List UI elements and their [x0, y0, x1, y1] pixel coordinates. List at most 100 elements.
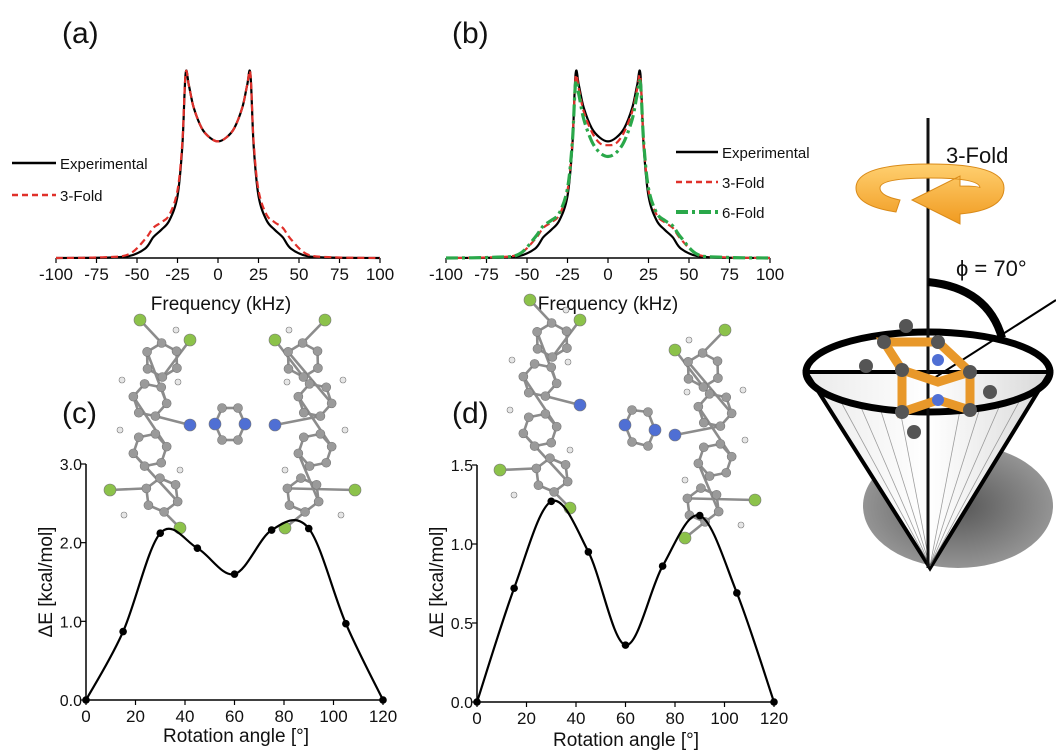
bond — [297, 452, 320, 503]
data-point — [230, 570, 239, 578]
x-tick-label: 100 — [756, 265, 784, 284]
atom-c — [551, 378, 562, 389]
atom-c — [529, 359, 540, 369]
x-tick-label: -75 — [474, 265, 499, 284]
atom-h — [172, 326, 180, 334]
atom-h — [118, 376, 126, 384]
data-point — [695, 511, 704, 520]
atom-c — [547, 352, 558, 362]
series-line-6-fold — [445, 79, 771, 260]
x-tick-label: 50 — [680, 265, 699, 284]
atom-c — [304, 461, 315, 471]
atom-c — [321, 457, 332, 468]
series-line-energy — [85, 519, 384, 701]
atom-c — [715, 421, 726, 431]
cone-hatching — [839, 399, 1021, 567]
data-point — [658, 562, 667, 570]
bond — [287, 351, 333, 405]
atom-n — [183, 418, 197, 432]
atom-c — [683, 357, 693, 367]
atom-h — [174, 378, 182, 386]
atom-c — [540, 409, 551, 419]
data-point — [547, 497, 556, 506]
atom-h — [564, 358, 572, 366]
atom-c — [711, 489, 722, 500]
atom-c — [627, 405, 637, 415]
atom-n — [268, 418, 282, 432]
atom-h — [283, 378, 291, 386]
x-tick-label: 25 — [249, 265, 268, 284]
y-tick-label: 1.0 — [451, 537, 473, 554]
atom-c — [293, 391, 304, 402]
series-line-3-fold — [55, 69, 381, 260]
atom-c — [549, 487, 559, 497]
panel-d-xlabel: Rotation angle [°] — [553, 730, 699, 750]
atom-c — [315, 411, 326, 421]
x-tick-label: -100 — [429, 265, 463, 284]
atom-n — [238, 417, 252, 431]
atom-c — [150, 429, 161, 439]
x-tick-label: 25 — [639, 265, 658, 284]
atom-c — [529, 441, 540, 451]
x-tick-label: 100 — [319, 707, 347, 726]
atom-c — [133, 407, 144, 418]
x-tick-label: 120 — [369, 707, 397, 726]
bond — [287, 487, 356, 492]
x-tick-label: -50 — [125, 265, 150, 284]
bond — [697, 462, 720, 513]
ring-atoms — [859, 319, 997, 439]
atom-c — [298, 372, 309, 382]
atom-c — [172, 363, 182, 373]
panel-b-plot: -100 -75 -50 -25 0 25 50 75 100 — [429, 69, 784, 284]
panel-b-xlabel: Frequency (kHz) — [538, 294, 678, 315]
bond — [297, 395, 333, 448]
x-tick-label: 60 — [616, 709, 635, 728]
y-tick-label: 3.0 — [60, 457, 82, 474]
atom-c — [682, 493, 693, 504]
bond — [274, 414, 321, 427]
atom-c — [283, 364, 294, 374]
atom-c — [311, 479, 322, 490]
x-tick-label: -100 — [39, 265, 73, 284]
bond — [535, 331, 558, 384]
panel-a-label: (a) — [62, 17, 99, 50]
cone-angle-label: ϕ = 70° — [956, 256, 1027, 281]
atom-c — [726, 451, 737, 462]
atom-f — [183, 333, 197, 347]
panel-c-xlabel: Rotation angle [°] — [163, 726, 309, 747]
atom-c — [298, 407, 309, 418]
atom-h — [116, 426, 124, 434]
atom-f — [133, 313, 147, 327]
atom-c — [143, 500, 154, 511]
atom-c — [283, 347, 293, 357]
atom-c — [698, 442, 709, 453]
atom-c — [523, 412, 534, 423]
atom-c — [233, 403, 243, 413]
atom-c — [721, 467, 732, 478]
legend-label-experimental: Experimental — [60, 156, 148, 173]
x-tick-label: 50 — [290, 265, 309, 284]
x-tick-label: 0 — [213, 265, 222, 284]
atom-n — [648, 423, 662, 437]
x-tick-label: 20 — [517, 709, 536, 728]
atom-c — [531, 463, 542, 474]
atom-c — [155, 473, 165, 483]
cone-angle-arc — [927, 278, 1006, 340]
atom-f — [103, 483, 117, 497]
bond — [522, 375, 558, 428]
atom-c — [157, 372, 168, 382]
bond — [145, 351, 168, 404]
atom-h — [339, 376, 347, 384]
atom-c — [533, 480, 544, 491]
y-tick-label: 1.0 — [60, 614, 82, 631]
atom-c — [233, 435, 243, 445]
x-tick-label: 100 — [366, 265, 394, 284]
bond — [161, 339, 192, 378]
data-point — [379, 696, 387, 704]
atom-c — [282, 483, 293, 494]
x-tick-label: 75 — [330, 265, 349, 284]
bond — [687, 361, 733, 415]
x-tick-label: 0 — [472, 709, 481, 728]
data-point — [119, 627, 127, 636]
y-tick-label: 0.0 — [451, 695, 473, 712]
